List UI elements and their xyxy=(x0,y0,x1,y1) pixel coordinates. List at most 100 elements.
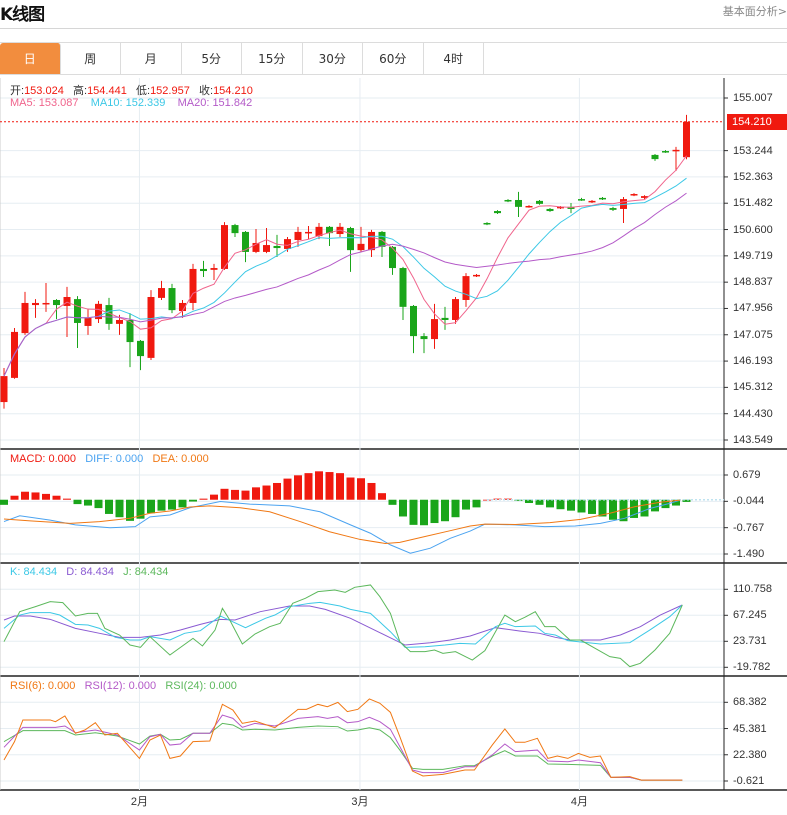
dea-line xyxy=(3,499,681,544)
macd-bar xyxy=(619,499,628,522)
macd-bar xyxy=(199,498,208,500)
macd-bar xyxy=(399,499,407,517)
macd-bar xyxy=(283,478,292,500)
macd-bar xyxy=(651,499,659,512)
candle-down xyxy=(399,268,407,307)
price-y-tick-label: 144.430 xyxy=(733,407,773,420)
macd-bar xyxy=(535,499,544,505)
macd-bar xyxy=(105,499,113,514)
macd-bar xyxy=(315,471,323,500)
macd-bar xyxy=(588,499,596,514)
macd-legend: MACD: 0.000 DIFF: 0.000 DEA: 0.000 xyxy=(10,453,209,465)
macd-bar xyxy=(94,499,103,509)
low-value: 152.957 xyxy=(150,85,190,97)
macd-bar xyxy=(441,499,449,522)
kdj-y-tick-label: 67.245 xyxy=(733,609,767,622)
ma10-legend: MA10: 152.339 xyxy=(90,97,166,109)
kdj-legend: K: 84.434 D: 84.434 J: 84.434 xyxy=(10,566,168,578)
candle-up xyxy=(525,205,533,208)
price-y-tick-label: 152.363 xyxy=(733,170,773,183)
macd-y-tick-label: 0.679 xyxy=(733,469,761,481)
macd-legend-dea: DEA: 0.000 xyxy=(152,453,209,465)
price-y-tick-label: 150.600 xyxy=(733,223,773,236)
candle-down xyxy=(662,151,669,153)
tab-month[interactable]: 月 xyxy=(121,43,182,74)
close-value: 154.210 xyxy=(213,85,253,97)
candle-down xyxy=(494,211,501,214)
ma5-legend: MA5: 153.087 xyxy=(10,97,79,109)
candle-up xyxy=(683,121,690,158)
candle-down xyxy=(567,206,575,209)
price-y-tick-label: 148.837 xyxy=(733,276,773,289)
rsi-legend-6: RSI(6): 0.000 xyxy=(10,680,76,692)
candle-up xyxy=(42,302,50,305)
macd-bar xyxy=(609,499,617,520)
macd-bar xyxy=(357,478,365,500)
macd-bar xyxy=(31,492,40,500)
candle-down xyxy=(536,200,543,204)
candle-down xyxy=(242,231,249,252)
macd-bar xyxy=(231,489,239,500)
diff-line xyxy=(3,499,681,554)
candle-down xyxy=(420,336,428,340)
candle-up xyxy=(462,276,470,300)
price-y-tick-label: 155.007 xyxy=(733,92,773,104)
kdj-y-tick-label: 23.731 xyxy=(733,635,767,648)
open-label: 开: xyxy=(10,85,25,97)
macd-bar xyxy=(210,494,218,500)
close-label: 收: xyxy=(199,85,214,97)
tab-15min[interactable]: 15分 xyxy=(242,43,303,74)
period-tabs: 日 周 月 5分 15分 30分 60分 4时 xyxy=(0,42,787,75)
candle-down xyxy=(410,305,417,337)
candle-up xyxy=(284,239,291,249)
candle-down xyxy=(231,225,239,234)
macd-bar xyxy=(451,499,460,518)
tab-60min[interactable]: 60分 xyxy=(363,43,424,74)
candle-up xyxy=(672,149,680,152)
macd-bar xyxy=(73,499,82,505)
fundamental-analysis-link[interactable]: 基本面分析> xyxy=(722,5,787,18)
macd-bar xyxy=(630,499,638,518)
macd-legend-macd: MACD: 0.000 xyxy=(10,453,77,465)
macd-bar xyxy=(52,495,61,500)
candle-down xyxy=(609,208,617,210)
macd-bar xyxy=(672,499,680,506)
ma20-legend: MA20: 151.842 xyxy=(177,97,253,109)
candle-down xyxy=(515,199,522,207)
kdj-legend-d: D: 84.434 xyxy=(66,566,114,578)
macd-bar xyxy=(430,499,439,524)
candle-up xyxy=(557,206,564,209)
macd-bar xyxy=(640,499,649,517)
macd-bar xyxy=(567,499,575,511)
candle-up xyxy=(641,196,648,198)
macd-bar xyxy=(84,499,92,506)
macd-bar xyxy=(388,499,397,505)
tab-4hour[interactable]: 4时 xyxy=(424,43,484,74)
candle-down xyxy=(546,208,554,212)
rsi-legend-12: RSI(12): 0.000 xyxy=(84,680,157,692)
tab-30min[interactable]: 30分 xyxy=(303,43,363,74)
rsi-legend: RSI(6): 0.000 RSI(12): 0.000 RSI(24): 0.… xyxy=(10,680,237,692)
tab-day[interactable]: 日 xyxy=(0,43,61,74)
header-divider xyxy=(0,28,787,29)
macd-bar xyxy=(420,499,428,526)
macd-bar xyxy=(346,477,355,500)
kdj-legend-j: J: 84.434 xyxy=(123,566,169,578)
candle-up xyxy=(357,243,365,251)
candle-down xyxy=(273,245,281,249)
tab-week[interactable]: 周 xyxy=(61,43,121,74)
macd-bar xyxy=(525,499,533,504)
macd-bar xyxy=(220,488,229,500)
tab-5min[interactable]: 5分 xyxy=(182,43,242,74)
price-y-tick-label: 149.719 xyxy=(733,249,773,262)
macd-bar xyxy=(598,499,607,517)
macd-y-tick-label: -0.767 xyxy=(733,521,765,534)
macd-y-tick-label: -0.044 xyxy=(733,495,765,508)
rsi-legend-24: RSI(24): 0.000 xyxy=(165,680,237,692)
macd-bar xyxy=(21,491,29,500)
macd-bar xyxy=(241,490,250,500)
candle-up xyxy=(630,194,638,196)
high-label: 高: xyxy=(73,85,88,97)
macd-y-tick-label: -1.490 xyxy=(733,548,765,560)
